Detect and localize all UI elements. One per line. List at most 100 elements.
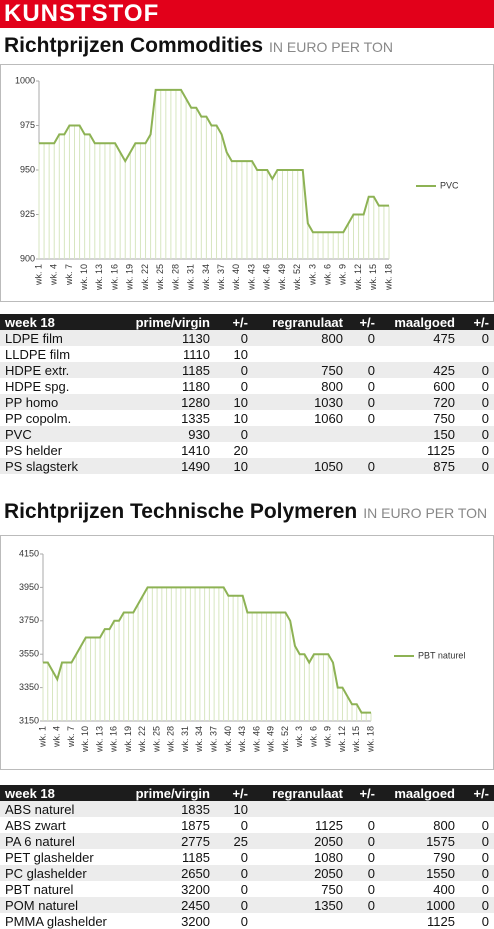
x-tick-label: wk. 6 <box>308 726 318 748</box>
x-tick-label: wk. 22 <box>137 726 147 753</box>
cell: 1410 <box>181 442 210 458</box>
cell: 0 <box>481 410 489 426</box>
x-tick-label: wk. 34 <box>194 726 204 753</box>
cell: 1110 <box>183 346 210 362</box>
cell: PVC <box>0 426 120 442</box>
x-tick-label: wk. 46 <box>262 264 272 291</box>
cell: 475 <box>380 330 460 346</box>
cell: 0 <box>481 442 489 458</box>
header-cell: +/- <box>215 314 253 330</box>
row: PS helder 1410 20 1125 0 <box>0 442 494 458</box>
cell: 0 <box>367 849 375 865</box>
cell: 1280 <box>120 394 215 410</box>
cell: 3200 <box>181 913 210 929</box>
header-row: week 18 prime/virgin +/- regranulaat +/- maal… <box>0 314 494 330</box>
cell: 1335 <box>181 410 210 426</box>
x-tick-label: wk. 1 <box>33 264 43 286</box>
cell: 720 <box>380 394 460 410</box>
cell: PP homo <box>0 394 120 410</box>
cell: 930 <box>120 426 215 442</box>
cell: 0 <box>481 817 489 833</box>
cell <box>253 346 348 362</box>
cell: 0 <box>460 833 494 849</box>
cell <box>348 346 380 362</box>
header-cell: +/- <box>460 314 494 330</box>
x-tick-label: wk. 46 <box>251 726 261 753</box>
cell: 0 <box>460 426 494 442</box>
cell: 0 <box>481 913 489 929</box>
x-tick-label: wk. 3 <box>307 264 317 286</box>
unit: IN EURO PER TON <box>363 505 488 521</box>
cell: 1060 <box>314 410 343 426</box>
x-tick-label: wk. 22 <box>140 264 150 291</box>
section-title: Richtprijzen Commodities IN EURO PER TON <box>4 34 393 58</box>
y-tick-label: 925 <box>20 209 35 219</box>
cell: 2650 <box>120 865 215 881</box>
cell: 875 <box>380 458 460 474</box>
cell: 400 <box>433 881 455 897</box>
cell: 1130 <box>120 330 215 346</box>
cell: 1000 <box>380 897 460 913</box>
cell: PMMA glashelder <box>5 913 107 929</box>
header-cell: regranulaat <box>253 785 348 801</box>
cell: 0 <box>460 458 494 474</box>
cell: 0 <box>460 865 494 881</box>
y-tick-label: 3950 <box>19 582 39 592</box>
cell: LLDPE film <box>5 346 71 362</box>
cell <box>460 346 494 362</box>
x-tick-label: wk. 3 <box>294 726 304 748</box>
y-tick-label: 3750 <box>19 615 39 625</box>
x-tick-label: wk. 28 <box>170 264 180 291</box>
cell: 1875 <box>181 817 210 833</box>
row: PP copolm. 1335 10 1060 0 750 0 <box>0 410 494 426</box>
x-tick-label: wk. 7 <box>64 264 74 286</box>
series-line <box>43 586 371 714</box>
cell: 0 <box>215 362 253 378</box>
cell: 750 <box>433 410 455 426</box>
y-tick-label: 3150 <box>19 715 39 725</box>
cell: 2775 <box>120 833 215 849</box>
cell: 0 <box>240 881 248 897</box>
x-tick-label: wk. 6 <box>323 264 333 286</box>
x-tick-label: wk. 1 <box>37 726 47 748</box>
x-tick-label: wk. 37 <box>216 264 226 291</box>
cell <box>348 913 380 929</box>
cell: LDPE film <box>0 330 120 346</box>
x-tick-label: wk. 31 <box>180 726 190 753</box>
cell: 1575 <box>380 833 460 849</box>
cell: 0 <box>460 394 494 410</box>
x-tick-label: wk. 43 <box>246 264 256 291</box>
cell: 1185 <box>182 849 210 865</box>
cell: 10 <box>215 458 253 474</box>
x-tick-label: wk. 34 <box>201 264 211 291</box>
y-tick-label: 1000 <box>15 75 35 85</box>
section-title: Richtprijzen Technische Polymeren IN EURO… <box>4 500 487 524</box>
cell <box>253 442 348 458</box>
cell <box>380 801 460 817</box>
cell: 0 <box>348 362 380 378</box>
x-tick-label: wk. 16 <box>109 726 119 753</box>
cell: 0 <box>348 330 380 346</box>
cell <box>380 346 460 362</box>
cell: 1125 <box>315 817 343 833</box>
cell: 20 <box>233 442 248 458</box>
cell: 0 <box>348 897 380 913</box>
cell <box>253 801 348 817</box>
cell: PC glashelder <box>0 865 120 881</box>
header-cell: +/- <box>215 785 253 801</box>
cell <box>253 426 348 442</box>
cell <box>348 801 380 817</box>
cell: 1125 <box>427 442 455 458</box>
cell: 1835 <box>120 801 215 817</box>
cell: 10 <box>233 346 248 362</box>
header-cell: week 18 <box>0 314 120 330</box>
x-tick-label: wk. 19 <box>123 726 133 753</box>
cell: 25 <box>215 833 253 849</box>
x-tick-label: wk. 43 <box>237 726 247 753</box>
x-tick-label: wk. 18 <box>383 264 393 291</box>
cell: 1550 <box>380 865 460 881</box>
row: PBT naturel 3200 0 750 0 400 0 <box>0 881 494 897</box>
chart: 3150 3350 3550 3750 3950 4150 wk. 1 wk. 4 wk. 7 w… <box>19 548 465 753</box>
cell: PET glashelder <box>5 849 94 865</box>
